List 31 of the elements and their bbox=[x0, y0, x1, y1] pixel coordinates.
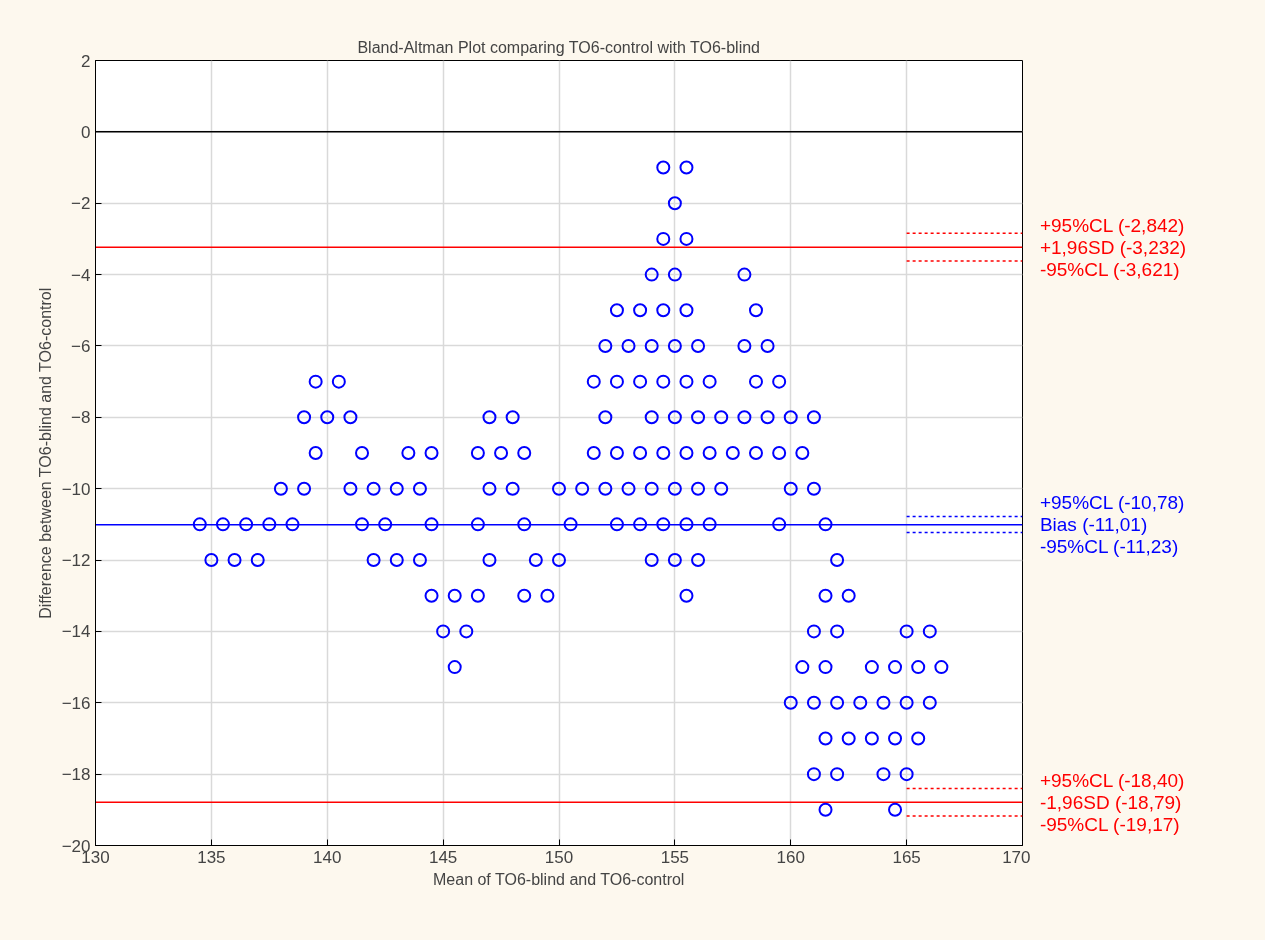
x-tick-label: 145 bbox=[428, 847, 458, 867]
y-axis-title: Difference between TO6-blind and TO6-control bbox=[36, 287, 54, 619]
x-tick-label: 135 bbox=[197, 847, 226, 867]
x-tick-label: 170 bbox=[1002, 847, 1031, 867]
x-tick-label: 160 bbox=[776, 847, 805, 867]
chart-title: Bland-Altman Plot comparing TO6-control with TO6-blind bbox=[357, 38, 760, 56]
y-tick-label: 0 bbox=[81, 122, 91, 142]
y-tick-label: −8 bbox=[71, 408, 91, 428]
ref-line-label: -1,96SD (-18,79) bbox=[1039, 791, 1182, 813]
y-tick-label: −16 bbox=[61, 693, 91, 713]
y-tick-label: −12 bbox=[61, 551, 91, 571]
x-tick-label: 155 bbox=[660, 847, 690, 867]
x-axis-title: Mean of TO6-blind and TO6-control bbox=[433, 870, 685, 888]
ref-line-label: +1,96SD (-3,232) bbox=[1039, 236, 1187, 258]
y-tick-label: −10 bbox=[61, 479, 91, 499]
y-tick-label: −6 bbox=[71, 336, 91, 356]
x-tick-label: 165 bbox=[892, 847, 921, 867]
x-tick-label: 140 bbox=[313, 847, 342, 867]
y-tick-label: −2 bbox=[71, 194, 91, 214]
ref-line-label: +95%CL (-18,40) bbox=[1039, 769, 1185, 791]
ref-line-label: Bias (-11,01) bbox=[1039, 514, 1148, 536]
x-tick-label: 150 bbox=[544, 847, 574, 867]
y-tick-label: −4 bbox=[71, 265, 91, 285]
ref-line-label: -95%CL (-19,17) bbox=[1039, 813, 1180, 835]
ref-line-label: +95%CL (-2,842) bbox=[1039, 214, 1185, 236]
ref-line-label: -95%CL (-3,621) bbox=[1039, 258, 1180, 280]
y-tick-label: −18 bbox=[61, 765, 91, 785]
ref-line-label: -95%CL (-11,23) bbox=[1039, 536, 1179, 558]
y-tick-label: 2 bbox=[81, 51, 91, 71]
y-tick-label: −14 bbox=[61, 622, 91, 642]
ref-line-label: +95%CL (-10,78) bbox=[1039, 492, 1185, 514]
